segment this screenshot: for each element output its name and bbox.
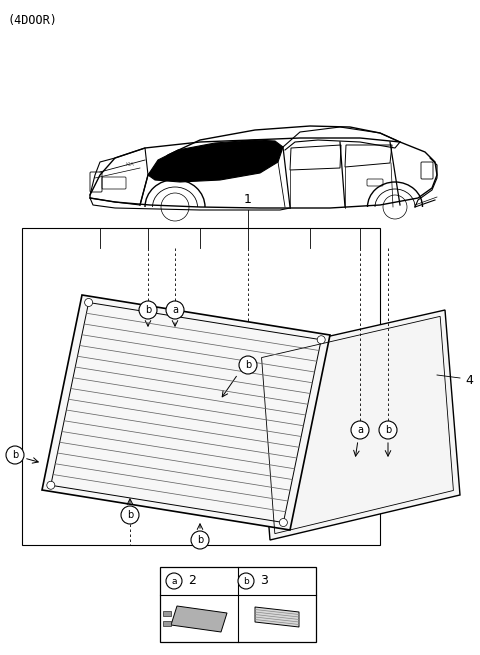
Text: 4: 4	[465, 373, 473, 386]
Text: a: a	[172, 305, 178, 315]
Text: a: a	[357, 425, 363, 435]
Text: 1: 1	[244, 193, 252, 206]
Circle shape	[238, 573, 254, 589]
Circle shape	[317, 336, 325, 344]
Circle shape	[166, 301, 184, 319]
Polygon shape	[42, 295, 330, 530]
Circle shape	[279, 519, 288, 527]
Text: b: b	[145, 305, 151, 315]
Circle shape	[47, 481, 55, 489]
Text: b: b	[243, 576, 249, 586]
Text: 2: 2	[188, 574, 196, 588]
Circle shape	[6, 446, 24, 464]
Circle shape	[239, 356, 257, 374]
Polygon shape	[148, 140, 283, 182]
Text: (4DOOR): (4DOOR)	[8, 14, 58, 27]
FancyBboxPatch shape	[163, 611, 171, 616]
Circle shape	[191, 531, 209, 549]
Text: a: a	[171, 576, 177, 586]
Text: b: b	[197, 535, 203, 545]
FancyBboxPatch shape	[163, 621, 171, 626]
Text: b: b	[12, 450, 18, 460]
Circle shape	[121, 506, 139, 524]
Text: KIA: KIA	[126, 162, 134, 168]
Polygon shape	[255, 607, 299, 627]
Circle shape	[379, 421, 397, 439]
Polygon shape	[171, 606, 227, 632]
Polygon shape	[255, 310, 460, 540]
Text: b: b	[245, 360, 251, 370]
Circle shape	[139, 301, 157, 319]
Text: 3: 3	[260, 574, 268, 588]
Circle shape	[351, 421, 369, 439]
Circle shape	[84, 299, 93, 307]
Circle shape	[166, 573, 182, 589]
Text: b: b	[385, 425, 391, 435]
Text: b: b	[127, 510, 133, 520]
